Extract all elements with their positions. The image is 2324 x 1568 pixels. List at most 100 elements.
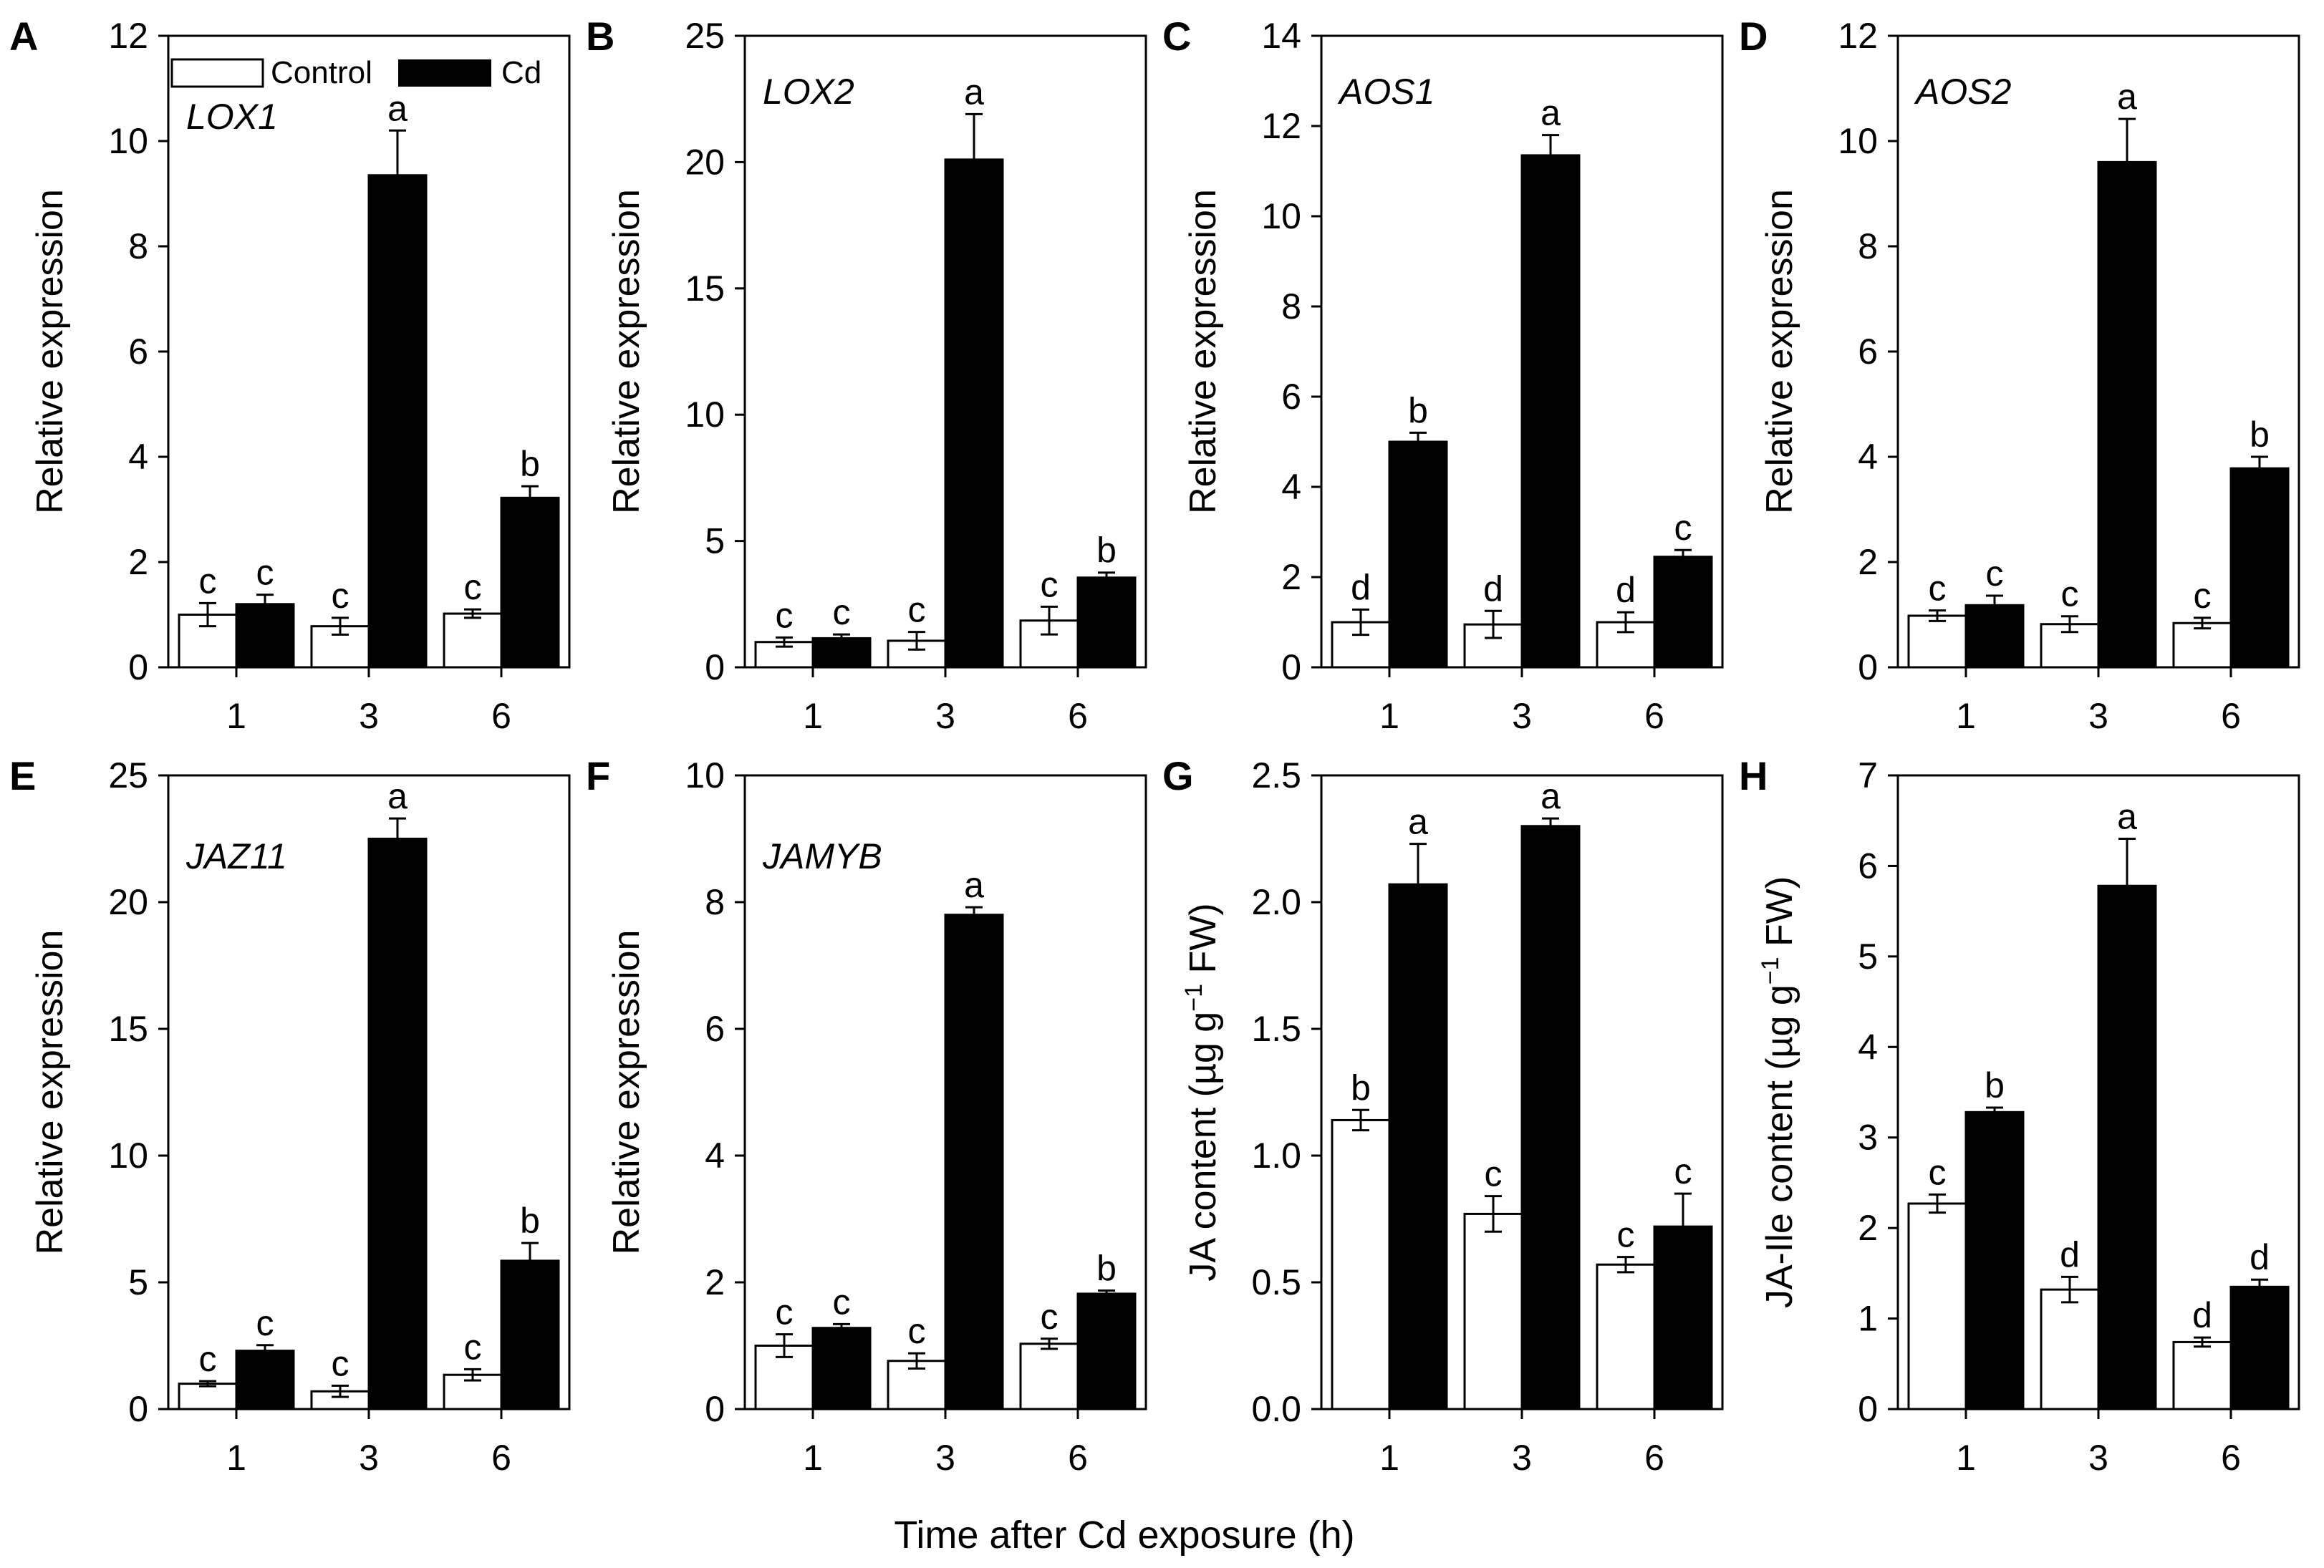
error-bar-control-1h: [1352, 608, 1369, 637]
significance-letter: b: [1096, 1249, 1117, 1289]
y-tick-label: 7: [1858, 755, 1878, 795]
y-tick-label: 10: [685, 395, 725, 435]
x-tick-label: 3: [359, 696, 379, 736]
x-tick-label: 1: [803, 1438, 823, 1478]
bar-cd-6h: [1076, 576, 1137, 669]
error-bar-control-1h: [1929, 609, 1946, 622]
significance-letter: c: [1041, 564, 1059, 604]
y-tick-label: 0.0: [1251, 1389, 1301, 1429]
bar-cd-3h: [2097, 160, 2157, 669]
x-tick-label: 6: [1068, 1438, 1088, 1478]
error-bar-cd-1h: [1409, 431, 1427, 442]
error-bar-cd-1h: [1986, 594, 2003, 606]
significance-letter: c: [776, 1292, 794, 1332]
significance-letter: a: [387, 88, 408, 128]
y-tick-label: 12: [1838, 16, 1878, 56]
error-bar-cd-1h: [256, 1344, 274, 1351]
error-bar-cd-1h: [256, 594, 274, 604]
error-bar-control-1h: [776, 636, 793, 648]
bar-cd-6h: [1076, 1292, 1137, 1410]
significance-letter: c: [332, 1343, 349, 1383]
y-axis-label-part: µg g: [1759, 984, 1800, 1058]
y-tick-label: 6: [1858, 846, 1878, 886]
significance-letter: a: [964, 865, 984, 905]
error-bar-control-3h: [1485, 609, 1502, 639]
bar-cd-1h: [1964, 1110, 2025, 1410]
bar-control-1h: [1331, 1118, 1391, 1410]
error-bar-cd-3h: [965, 112, 983, 160]
significance-letter: c: [1485, 1154, 1503, 1194]
error-bar-cd-6h: [521, 485, 539, 498]
y-axis-label: JA content (µg g−1 FW): [1180, 903, 1224, 1281]
bar-cd-3h: [944, 158, 1004, 669]
significance-letter: b: [520, 444, 540, 484]
y-tick-label: 1: [1858, 1299, 1878, 1339]
error-bar-control-6h: [2194, 616, 2211, 630]
y-axis-label-part: FW): [1182, 903, 1224, 984]
significance-letter: d: [2192, 1295, 2212, 1335]
y-axis-label-part: µg g: [1182, 1012, 1224, 1085]
error-bar-control-1h: [199, 601, 216, 628]
significance-letter: c: [464, 567, 482, 607]
panel-letter: A: [9, 14, 38, 59]
x-tick-label: 1: [1956, 696, 1976, 736]
y-axis-label: Relative expression: [1182, 189, 1224, 514]
bar-control-6h: [2172, 1340, 2232, 1410]
y-tick-label: 4: [1858, 437, 1878, 477]
bar-control-6h: [2172, 621, 2232, 669]
y-axis-label: Relative expression: [606, 189, 647, 514]
error-bar-control-1h: [776, 1333, 793, 1358]
error-bar-control-6h: [464, 1368, 481, 1382]
significance-letter: a: [2117, 77, 2137, 117]
gene-name: AOS1: [1337, 72, 1435, 112]
x-tick-label: 1: [1956, 1438, 1976, 1478]
x-tick-label: 3: [2088, 696, 2108, 736]
significance-letter: c: [1674, 1151, 1692, 1191]
y-tick-label: 6: [128, 331, 148, 372]
y-tick-label: 2: [1858, 542, 1878, 582]
bar-cd-1h: [811, 637, 872, 669]
y-tick-label: 8: [1858, 226, 1878, 266]
y-tick-label: 0.5: [1251, 1262, 1301, 1302]
bar-control-1h: [178, 1383, 238, 1410]
panel-letter: H: [1739, 753, 1768, 798]
gene-name: AOS2: [1914, 72, 2012, 112]
x-tick-label: 6: [2221, 696, 2241, 736]
error-bar-cd-6h: [2251, 455, 2268, 469]
bar-cd-3h: [367, 838, 428, 1410]
error-bar-control-3h: [332, 1384, 349, 1398]
gene-name: LOX2: [763, 72, 854, 112]
significance-letter: b: [1096, 531, 1117, 571]
plot-frame: [167, 774, 571, 1410]
plot-frame: [1320, 774, 1724, 1410]
bar-cd-6h: [2229, 467, 2290, 669]
bar-cd-1h: [1964, 604, 2025, 669]
bar-cd-3h: [1520, 825, 1581, 1410]
y-tick-label: 15: [108, 1009, 148, 1049]
significance-letter: c: [1041, 1297, 1059, 1337]
significance-letter: c: [1986, 553, 2004, 594]
y-axis-label-part: −1: [1180, 984, 1207, 1012]
x-tick-label: 6: [1068, 696, 1088, 736]
bar-cd-1h: [811, 1327, 872, 1410]
y-tick-label: 10: [1838, 121, 1878, 161]
error-bar-cd-1h: [833, 1322, 850, 1328]
y-tick-label: 0: [128, 1389, 148, 1429]
error-bar-control-6h: [464, 608, 481, 619]
y-tick-label: 10: [108, 1136, 148, 1176]
y-tick-label: 4: [705, 1136, 725, 1176]
legend-label-cd: Cd: [501, 55, 541, 90]
y-tick-label: 10: [1261, 196, 1301, 236]
x-tick-label: 6: [491, 696, 511, 736]
y-tick-label: 0: [705, 647, 725, 687]
bar-cd-3h: [1520, 154, 1581, 669]
panel-letter: D: [1739, 14, 1768, 59]
error-bar-control-1h: [1352, 1108, 1369, 1132]
y-tick-label: 10: [108, 121, 148, 161]
significance-letter: d: [1616, 570, 1636, 610]
y-tick-label: 20: [108, 882, 148, 922]
error-bar-control-6h: [1617, 1256, 1634, 1274]
